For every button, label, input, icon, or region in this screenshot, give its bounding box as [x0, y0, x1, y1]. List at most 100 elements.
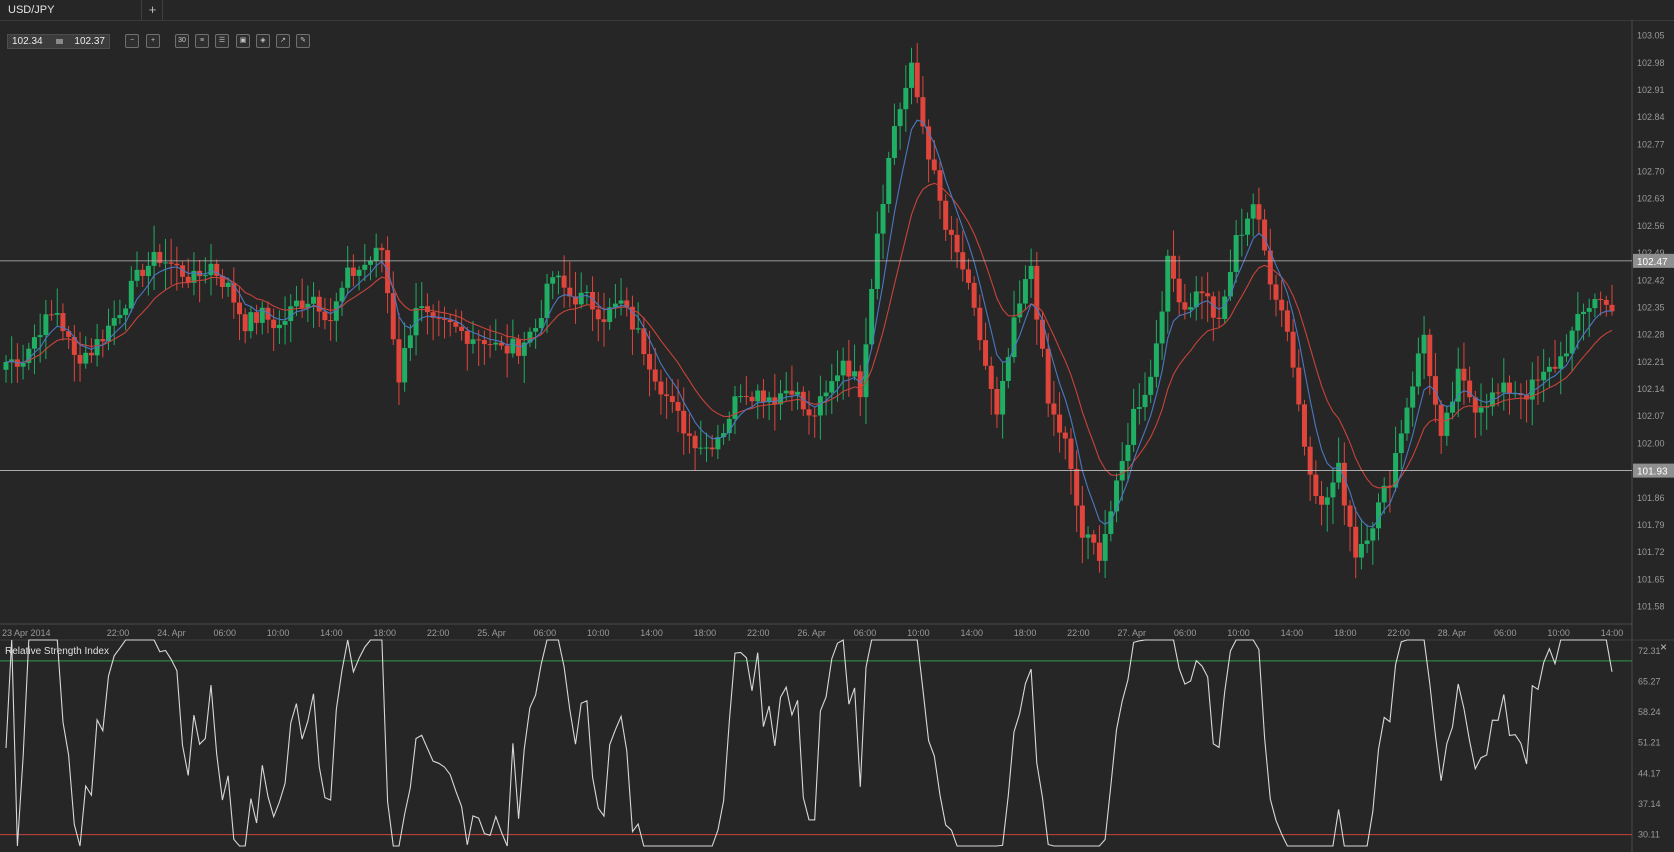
moving-average-slow — [5, 182, 1613, 489]
bull-candle — [1558, 356, 1564, 369]
bull-candle — [1085, 534, 1091, 538]
bull-candle — [1125, 444, 1131, 462]
bull-candle — [1250, 204, 1256, 219]
bear-candle — [1296, 367, 1302, 405]
bull-candle — [1541, 371, 1547, 381]
bear-candle — [180, 265, 186, 277]
bull-candle — [145, 265, 151, 276]
bear-candle — [641, 328, 647, 355]
zoom-out-icon[interactable]: − — [125, 34, 139, 48]
export-icon[interactable]: ↗ — [276, 34, 290, 48]
studies-icon[interactable]: ▣ — [236, 34, 250, 48]
bull-candle — [544, 283, 550, 319]
bear-candle — [760, 390, 766, 403]
bear-candle — [271, 319, 277, 329]
bear-candle — [1199, 291, 1205, 294]
bear-candle — [573, 296, 579, 305]
bear-candle — [846, 360, 852, 377]
price-tick-label: 102.98 — [1637, 58, 1665, 68]
time-tick-label: 14:00 — [1281, 628, 1304, 638]
bear-candle — [1319, 495, 1325, 505]
bear-candle — [453, 322, 459, 327]
bull-candle — [1330, 482, 1336, 498]
bear-candle — [681, 410, 687, 434]
bear-candle — [174, 263, 180, 266]
moving-average-fast — [5, 119, 1612, 528]
rsi-tick-label: 72.31 — [1638, 646, 1661, 656]
draw-icon[interactable]: ✎ — [296, 34, 310, 48]
bear-candle — [49, 314, 55, 316]
price-tick-label: 101.79 — [1637, 520, 1665, 530]
bear-candle — [214, 263, 220, 276]
bull-candle — [106, 325, 112, 342]
bear-candle — [350, 267, 356, 276]
bull-candle — [852, 371, 858, 377]
bear-candle — [1472, 397, 1478, 413]
bear-candle — [971, 282, 977, 308]
bear-candle — [185, 276, 191, 283]
bull-candle — [1529, 379, 1535, 400]
bull-candle — [225, 282, 231, 288]
price-tick-label: 102.70 — [1637, 167, 1665, 177]
time-tick-label: 22:00 — [427, 628, 450, 638]
add-tab-button[interactable]: + — [143, 0, 163, 20]
time-tick-label: 14:00 — [320, 628, 343, 638]
bull-candle — [1227, 271, 1233, 297]
bull-candle — [1233, 235, 1239, 272]
bull-candle — [1011, 317, 1017, 358]
bear-candle — [328, 320, 334, 322]
bull-candle — [1245, 218, 1251, 235]
price-tick-label: 102.63 — [1637, 194, 1665, 204]
time-tick-label: 06:00 — [534, 628, 557, 638]
time-tick-label: 18:00 — [1014, 628, 1037, 638]
bear-candle — [1432, 376, 1438, 405]
bear-candle — [66, 331, 72, 337]
bull-candle — [1592, 299, 1598, 309]
bull-candle — [555, 275, 561, 278]
bull-candle — [1586, 308, 1592, 312]
bear-candle — [1074, 468, 1080, 506]
timeframe-button[interactable]: 30 — [175, 34, 189, 48]
bull-candle — [1239, 234, 1245, 236]
bear-candle — [254, 312, 260, 323]
bear-candle — [265, 307, 271, 320]
time-tick-label: 14:00 — [640, 628, 663, 638]
bull-candle — [1114, 480, 1120, 512]
bear-candle — [219, 275, 225, 288]
bear-candle — [487, 344, 493, 346]
objects-icon[interactable]: ◈ — [256, 34, 270, 48]
bull-candle — [766, 397, 772, 403]
chart-type-icon[interactable]: ≡ — [195, 34, 209, 48]
price-tick-label: 102.14 — [1637, 384, 1665, 394]
tab-usdjpy[interactable]: USD/JPY — [0, 0, 142, 20]
zoom-in-icon[interactable]: + — [146, 34, 160, 48]
bear-candle — [1495, 392, 1501, 394]
time-tick-label: 23 Apr 2014 — [2, 628, 51, 638]
bull-candle — [1102, 533, 1108, 561]
indicators-icon[interactable]: ☰ — [215, 34, 229, 48]
bear-candle — [1091, 534, 1097, 543]
bull-candle — [3, 362, 9, 370]
bull-candle — [1404, 407, 1410, 434]
bull-candle — [1569, 330, 1575, 354]
bull-candle — [345, 267, 351, 288]
bull-candle — [311, 296, 317, 304]
bear-candle — [954, 234, 960, 253]
bear-candle — [430, 312, 436, 318]
bull-candle — [721, 433, 727, 438]
bear-candle — [1279, 299, 1285, 311]
bull-candle — [869, 288, 875, 345]
bull-candle — [43, 314, 49, 336]
price-tick-label: 101.58 — [1637, 602, 1665, 612]
bear-candle — [977, 307, 983, 341]
bear-candle — [692, 435, 698, 449]
bear-candle — [157, 252, 163, 264]
time-tick-label: 22:00 — [107, 628, 130, 638]
bear-candle — [140, 269, 146, 276]
bear-candle — [77, 354, 83, 364]
bear-candle — [60, 313, 66, 332]
spread-separator — [56, 39, 63, 44]
bear-candle — [1313, 474, 1319, 496]
price-tick-label: 102.91 — [1637, 85, 1665, 95]
